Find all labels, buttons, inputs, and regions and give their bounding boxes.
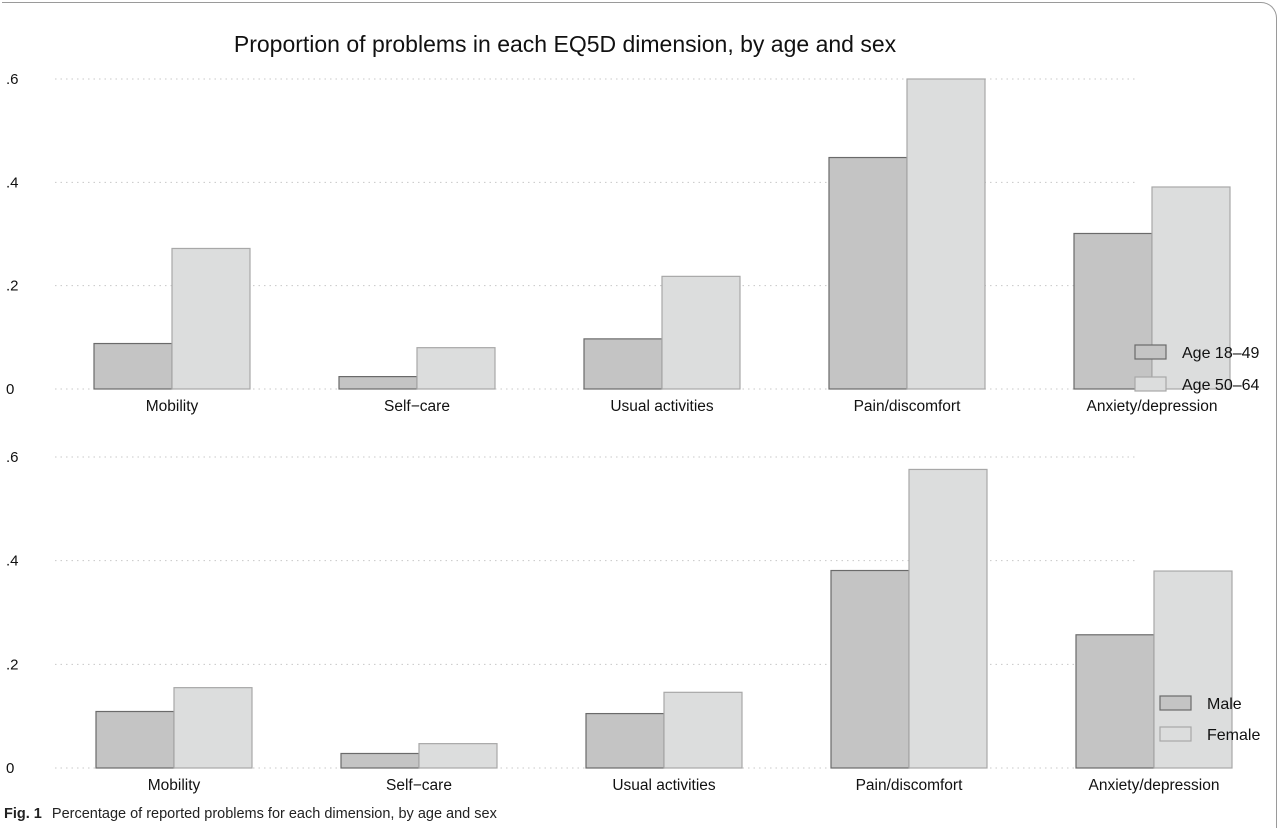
bar: [95, 710, 175, 769]
x-tick-label: Usual activities: [612, 777, 716, 794]
x-tick-label: Usual activities: [610, 398, 714, 415]
y-tick-label: 0: [6, 381, 14, 398]
bar: [1075, 634, 1155, 769]
bar: [1073, 232, 1153, 390]
y-tick-label: .4: [6, 553, 19, 570]
legend-label: Age 18–49: [1182, 345, 1260, 362]
x-tick-label: Mobility: [146, 398, 199, 415]
panel-age: 0 .2 .4 .6 Mobility Self−care Usual activities…: [6, 71, 1260, 415]
bar: [340, 752, 420, 769]
x-tick-label: Anxiety/depression: [1089, 777, 1220, 794]
y-tick-label: .2: [6, 656, 19, 673]
bar: [585, 712, 665, 769]
bar: [416, 347, 496, 390]
y-tick-label: .4: [6, 174, 19, 191]
x-tick-label: Mobility: [148, 777, 201, 794]
x-tick-label: Pain/discomfort: [856, 777, 964, 794]
figure-caption: Fig. 1 Percentage of reported problems f…: [4, 806, 497, 822]
bar: [663, 691, 743, 769]
y-tick-label: 0: [6, 760, 14, 777]
legend-label: Male: [1207, 696, 1242, 713]
bar: [828, 156, 908, 390]
caption-label: Fig. 1: [4, 806, 42, 822]
x-tick-label: Pain/discomfort: [854, 398, 962, 415]
bar: [418, 743, 498, 769]
legend-label: Age 50–64: [1182, 377, 1260, 394]
legend-swatch: [1159, 726, 1192, 742]
bar: [583, 338, 663, 390]
bar: [171, 247, 251, 390]
legend-label: Female: [1207, 727, 1260, 744]
caption-text: Percentage of reported problems for each…: [51, 806, 497, 822]
bar: [661, 275, 741, 390]
y-tick-label: .6: [6, 449, 19, 466]
x-tick-label: Self−care: [384, 398, 450, 415]
y-tick-label: .6: [6, 71, 19, 88]
bar: [830, 569, 910, 769]
bar: [338, 376, 418, 390]
bar: [173, 687, 253, 769]
legend-swatch: [1159, 695, 1192, 711]
bar: [93, 342, 173, 390]
chart-title: Proportion of problems in each EQ5D dime…: [234, 31, 897, 57]
bar: [906, 78, 986, 390]
legend-swatch: [1134, 344, 1167, 360]
x-tick-label: Self−care: [386, 777, 452, 794]
bar: [908, 468, 988, 769]
panel-sex: 0 .2 .4 .6 Mobility Self−care Usual activities…: [6, 449, 1260, 794]
legend-swatch: [1134, 376, 1167, 392]
y-tick-label: .2: [6, 278, 19, 295]
x-tick-label: Anxiety/depression: [1087, 398, 1218, 415]
